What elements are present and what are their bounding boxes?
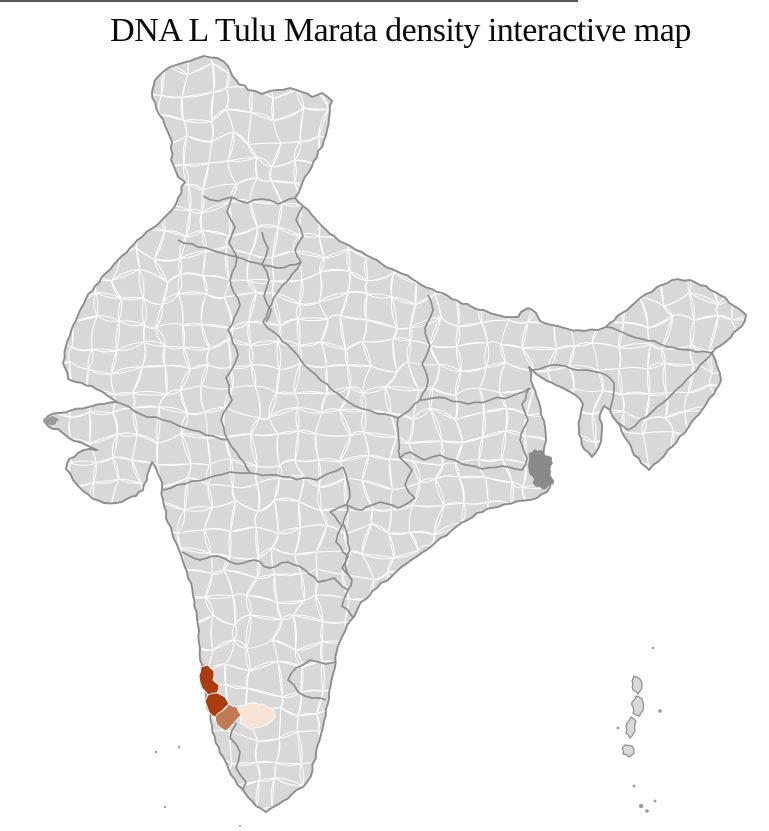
state-border-13 xyxy=(162,471,251,491)
marked-region-delta[interactable] xyxy=(528,449,554,490)
state-border-20 xyxy=(605,326,713,354)
islet-dot-6 xyxy=(653,799,657,803)
page-title: DNA L Tulu Marata density interactive ma… xyxy=(110,12,691,49)
state-border-23 xyxy=(261,231,272,323)
state-border-22 xyxy=(616,352,713,431)
islet-dot-1 xyxy=(658,709,662,713)
kutch-marsh-speck xyxy=(43,416,59,426)
state-border-11 xyxy=(227,439,344,481)
islet-dot-2 xyxy=(616,726,620,730)
state-border-0 xyxy=(202,195,296,205)
island-2 xyxy=(625,716,637,739)
state-border-21 xyxy=(531,364,615,411)
district-density-high-1[interactable] xyxy=(198,664,220,696)
islet-dot-10 xyxy=(239,825,241,827)
island-1 xyxy=(631,695,645,717)
state-border-6 xyxy=(262,261,421,419)
islet-dot-3 xyxy=(632,784,636,788)
state-border-5 xyxy=(116,401,229,441)
islet-dot-0 xyxy=(651,646,655,650)
islet-dot-7 xyxy=(154,750,158,754)
islet-dot-5 xyxy=(645,809,649,813)
state-border-1 xyxy=(226,196,238,258)
state-border-4 xyxy=(220,256,241,441)
india-land-region[interactable] xyxy=(44,56,746,812)
screenshot-edge-artifact xyxy=(0,0,578,2)
state-border-10 xyxy=(399,451,523,471)
state-border-2 xyxy=(294,205,304,263)
state-border-9 xyxy=(519,387,531,471)
islet-dot-8 xyxy=(177,745,181,749)
state-border-17 xyxy=(329,497,416,513)
state-border-18 xyxy=(396,417,416,499)
islet-dot-9 xyxy=(163,805,167,809)
island-3 xyxy=(621,744,635,758)
district-density-low[interactable] xyxy=(236,702,276,730)
india-country-outline xyxy=(43,55,747,813)
islet-dot-4 xyxy=(638,803,644,809)
state-border-8 xyxy=(419,387,531,405)
state-border-7 xyxy=(419,294,434,401)
state-border-3 xyxy=(177,239,302,269)
state-border-19 xyxy=(329,511,353,581)
island-0 xyxy=(631,675,643,695)
